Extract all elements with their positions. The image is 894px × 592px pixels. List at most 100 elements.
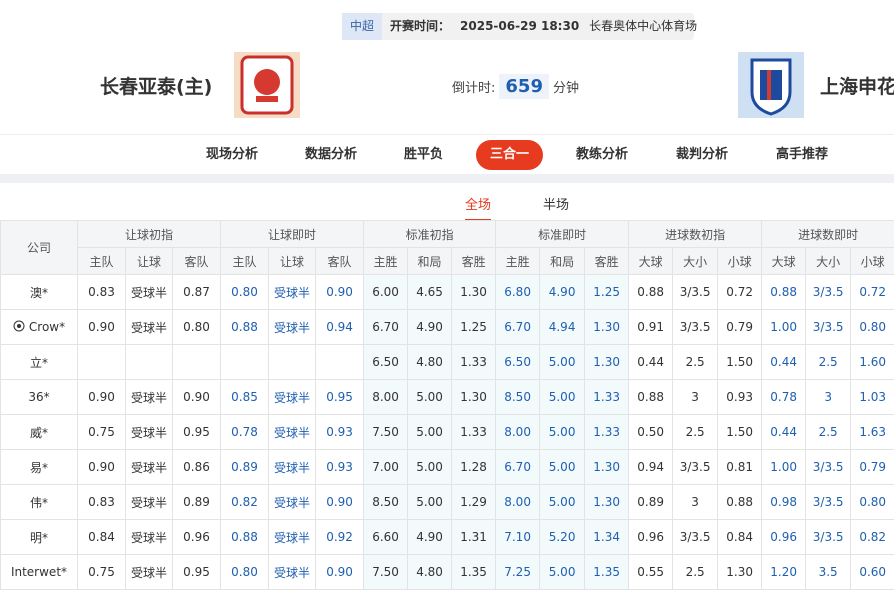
sub-tab[interactable]: 全场 <box>465 194 492 221</box>
company: Crow* <box>0 309 78 345</box>
home-logo <box>234 52 300 118</box>
away-team[interactable]: 上海申花 <box>820 76 894 98</box>
odds-row[interactable]: 伟* 0.83 受球半 0.89 0.82 受球半 0.90 8.50 5.00 1.29 8.00… <box>0 484 894 520</box>
nav-tab[interactable]: 数据分析 <box>305 147 358 162</box>
odds-cell: 0.79 <box>717 309 763 345</box>
odds-cell: 0.96 <box>761 519 807 555</box>
odds-cell: 0.78 <box>761 379 807 415</box>
sub-header: 让球 <box>268 247 317 275</box>
sub-header: 大球 <box>628 247 674 275</box>
odds-row[interactable]: 威* 0.75 受球半 0.95 0.78 受球半 0.93 7.50 5.00 1.33 8.00… <box>0 414 894 450</box>
odds-cell: 6.50 <box>495 344 541 380</box>
odds-cell: 0.92 <box>315 519 365 555</box>
odds-cell: 1.30 <box>584 449 630 485</box>
odds-cell: 4.94 <box>539 309 586 345</box>
sub-tab[interactable]: 半场 <box>543 198 570 213</box>
nav-tab[interactable]: 三合一 <box>476 140 544 170</box>
odds-cell: 0.88 <box>220 519 270 555</box>
company-name: 威* <box>29 425 48 440</box>
company-name: 36* <box>28 390 50 404</box>
odds-row[interactable]: 明* 0.84 受球半 0.96 0.88 受球半 0.92 6.60 4.90 1.31 7.10… <box>0 519 894 555</box>
odds-cell: 6.70 <box>495 449 541 485</box>
odds-cell: 1.63 <box>850 414 894 450</box>
odds-cell: 0.90 <box>315 274 365 310</box>
sub-header: 让球 <box>125 247 173 275</box>
odds-cell: 6.80 <box>495 274 541 310</box>
league[interactable]: 中超 <box>342 13 383 40</box>
odds-cell: 3 <box>672 379 719 415</box>
odds-row[interactable]: Interwet* 0.75 受球半 0.95 0.80 受球半 0.90 7.50 4.80 1… <box>0 554 894 590</box>
odds-cell: 7.25 <box>495 554 541 590</box>
odds-row[interactable]: 36* 0.90 受球半 0.90 0.85 受球半 0.95 8.00 5.00 1.30 8.5… <box>0 379 894 415</box>
nav-tab[interactable]: 现场分析 <box>206 147 259 162</box>
odds-cell: 2.5 <box>805 344 852 380</box>
nav-tab[interactable]: 高手推荐 <box>776 147 829 162</box>
odds-row[interactable]: 立* 6.50 4.80 1.33 6.50 5.00 1.30 0.44 2.5 1.50 0.4… <box>0 344 894 380</box>
away-logo <box>738 52 804 118</box>
odds-cell <box>77 344 126 380</box>
odds-cell: 0.75 <box>77 414 126 450</box>
odds-cell: 5.00 <box>539 449 586 485</box>
separator <box>0 174 894 183</box>
company: 澳* <box>0 274 78 310</box>
odds-cell: 7.10 <box>495 519 541 555</box>
company: 36* <box>0 379 78 415</box>
odds-cell: 8.00 <box>363 379 409 415</box>
countdown-value: 659 <box>499 74 549 99</box>
odds-cell: 0.84 <box>77 519 126 555</box>
odds-cell: 1.33 <box>451 414 497 450</box>
sub-header: 客胜 <box>584 247 630 275</box>
time-label: 开赛时间： <box>390 19 451 33</box>
odds-cell: 受球半 <box>125 484 173 520</box>
home-team[interactable]: 长春亚泰(主) <box>100 76 213 98</box>
odds-cell: 6.70 <box>363 309 409 345</box>
odds-cell: 受球半 <box>268 379 317 415</box>
company: 易* <box>0 449 78 485</box>
odds-cell: 3 <box>672 484 719 520</box>
odds-cell: 5.00 <box>539 414 586 450</box>
odds-cell: 0.94 <box>315 309 365 345</box>
odds-row[interactable]: 易* 0.90 受球半 0.86 0.89 受球半 0.93 7.00 5.00 1.28 6.70… <box>0 449 894 485</box>
nav-tab[interactable]: 胜平负 <box>404 147 444 162</box>
odds-cell: 0.84 <box>717 519 763 555</box>
odds-cell: 6.60 <box>363 519 409 555</box>
odds-cell: 4.80 <box>407 554 453 590</box>
odds-cell: 受球半 <box>268 484 317 520</box>
odds-cell: 7.50 <box>363 414 409 450</box>
odds-cell: 2.5 <box>805 414 852 450</box>
odds-cell: 受球半 <box>268 519 317 555</box>
odds-cell: 0.93 <box>717 379 763 415</box>
odds-cell <box>268 344 317 380</box>
odds-cell: 受球半 <box>268 449 317 485</box>
odds-cell: 5.20 <box>539 519 586 555</box>
odds-cell <box>171 344 222 380</box>
company: 立* <box>0 344 78 380</box>
odds-cell: 受球半 <box>125 414 173 450</box>
odds-cell: 0.60 <box>850 554 894 590</box>
group-header: 进球数初指 <box>628 220 763 248</box>
company-name: 澳* <box>29 285 48 300</box>
nav-tab[interactable]: 教练分析 <box>576 147 629 162</box>
odds-cell: 1.35 <box>584 554 630 590</box>
odds-cell: 受球半 <box>125 379 173 415</box>
odds-row[interactable]: Crow* 0.90 受球半 0.80 0.88 受球半 0.94 6.70 4.90 1.25 6… <box>0 309 894 345</box>
sub-header: 客胜 <box>451 247 497 275</box>
odds-cell: 1.00 <box>761 309 807 345</box>
nav-tab[interactable]: 裁判分析 <box>676 147 729 162</box>
odds-cell: 0.72 <box>717 274 763 310</box>
company: 明* <box>0 519 78 555</box>
odds-cell: 1.03 <box>850 379 894 415</box>
group-header: 标准即时 <box>495 220 630 248</box>
odds-cell: 受球半 <box>125 449 173 485</box>
odds-cell: 0.83 <box>77 484 126 520</box>
odds-cell <box>125 344 173 380</box>
odds-cell: 1.30 <box>584 344 630 380</box>
odds-row[interactable]: 澳* 0.83 受球半 0.87 0.80 受球半 0.90 6.00 4.65 1.30 6.80… <box>0 274 894 310</box>
odds-cell: 0.93 <box>315 414 365 450</box>
odds-cell: 0.80 <box>220 554 270 590</box>
venue: 长春奥体中心体育场 <box>589 19 698 33</box>
odds-cell: 0.83 <box>77 274 126 310</box>
odds-cell: 0.79 <box>850 449 894 485</box>
odds-cell: 1.33 <box>451 344 497 380</box>
